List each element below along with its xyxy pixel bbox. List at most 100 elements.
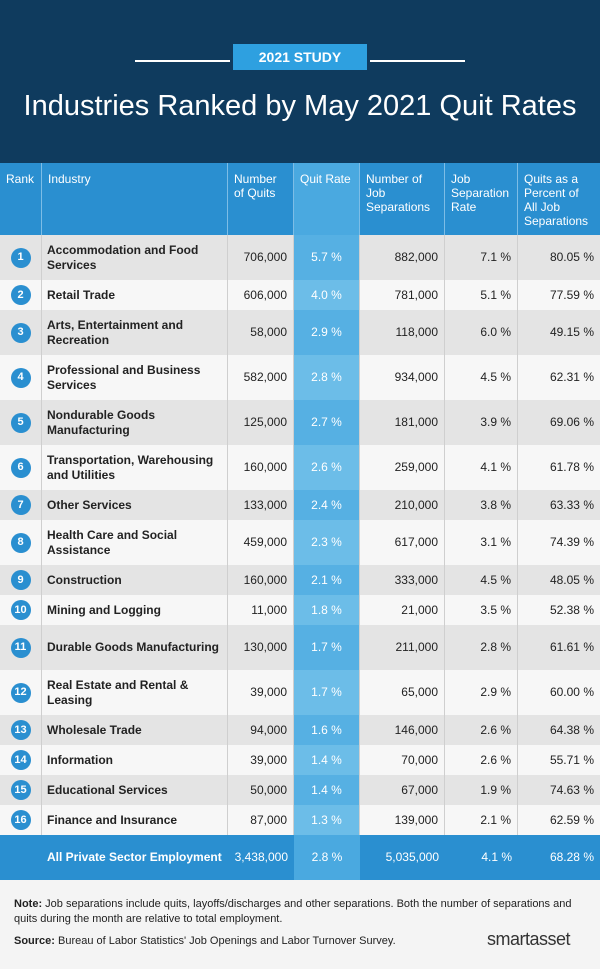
value: 210,000 — [360, 490, 445, 520]
value: 87,000 — [228, 805, 294, 835]
column-header: Number of Quits — [228, 163, 294, 235]
value: 259,000 — [360, 445, 445, 490]
rank: 5 — [10, 412, 31, 433]
value: 61.61 % — [518, 625, 600, 670]
value: 146,000 — [360, 715, 445, 745]
rank-cell: 14 — [0, 745, 42, 775]
source-label: Source: — [14, 935, 55, 947]
value: 50,000 — [228, 775, 294, 805]
header: 2021 STUDY Industries Ranked by May 2021… — [0, 0, 600, 163]
value: 60.00 % — [518, 670, 600, 715]
value: 2.8 % — [445, 625, 518, 670]
rank-cell: 15 — [0, 775, 42, 805]
industry: Information — [42, 745, 228, 775]
total-label: All Private Sector Employment — [42, 835, 228, 880]
rank: 11 — [10, 637, 31, 658]
total-rank — [0, 835, 42, 880]
rank: 2 — [10, 285, 31, 305]
industry: Retail Trade — [42, 280, 228, 310]
rank-cell: 6 — [0, 445, 42, 490]
rank: 4 — [10, 367, 31, 388]
rank: 13 — [10, 720, 31, 740]
value: 48.05 % — [518, 565, 600, 595]
value: 21,000 — [360, 595, 445, 625]
column-header: Quits as a Percent of All Job Separation… — [518, 163, 600, 235]
value: 2.6 % — [294, 445, 360, 490]
value: 3.1 % — [445, 520, 518, 565]
value: 63.33 % — [518, 490, 600, 520]
value: 1.6 % — [294, 715, 360, 745]
value: 2.1 % — [445, 805, 518, 835]
rank: 10 — [10, 600, 31, 620]
value: 125,000 — [228, 400, 294, 445]
column-header: Industry — [42, 163, 228, 235]
value: 52.38 % — [518, 595, 600, 625]
value: 934,000 — [360, 355, 445, 400]
rank-cell: 11 — [0, 625, 42, 670]
value: 181,000 — [360, 400, 445, 445]
note-text: Job separations include quits, layoffs/d… — [14, 898, 572, 925]
value: 5.1 % — [445, 280, 518, 310]
value: 133,000 — [228, 490, 294, 520]
industry: Health Care and Social Assistance — [42, 520, 228, 565]
value: 3.5 % — [445, 595, 518, 625]
rank-cell: 3 — [0, 310, 42, 355]
value: 2.9 % — [445, 670, 518, 715]
value: 77.59 % — [518, 280, 600, 310]
value: 6.0 % — [445, 310, 518, 355]
value: 65,000 — [360, 670, 445, 715]
value: 582,000 — [228, 355, 294, 400]
total-value: 3,438,000 — [228, 835, 294, 880]
value: 2.6 % — [445, 745, 518, 775]
industry: Nondurable Goods Manufacturing — [42, 400, 228, 445]
industry: Mining and Logging — [42, 595, 228, 625]
value: 4.5 % — [445, 565, 518, 595]
value: 69.06 % — [518, 400, 600, 445]
value: 1.4 % — [294, 775, 360, 805]
value: 2.1 % — [294, 565, 360, 595]
rank-cell: 16 — [0, 805, 42, 835]
value: 94,000 — [228, 715, 294, 745]
value: 3.8 % — [445, 490, 518, 520]
total-value: 2.8 % — [294, 835, 360, 880]
rank: 6 — [10, 457, 31, 478]
source-text: Bureau of Labor Statistics' Job Openings… — [58, 935, 396, 947]
value: 2.8 % — [294, 355, 360, 400]
rank-cell: 1 — [0, 235, 42, 280]
value: 3.9 % — [445, 400, 518, 445]
total-value: 4.1 % — [445, 835, 518, 880]
value: 39,000 — [228, 670, 294, 715]
industry: Arts, Entertainment and Recreation — [42, 310, 228, 355]
value: 1.4 % — [294, 745, 360, 775]
title: Industries Ranked by May 2021 Quit Rates — [23, 90, 577, 122]
value: 1.7 % — [294, 625, 360, 670]
value: 61.78 % — [518, 445, 600, 490]
rank: 16 — [10, 810, 31, 830]
value: 459,000 — [228, 520, 294, 565]
column-header: Number of Job Separations — [360, 163, 445, 235]
logo: smartasset — [486, 929, 571, 949]
value: 781,000 — [360, 280, 445, 310]
value: 2.9 % — [294, 310, 360, 355]
value: 4.5 % — [445, 355, 518, 400]
value: 130,000 — [228, 625, 294, 670]
rank: 1 — [10, 247, 31, 268]
industry: Professional and Business Services — [42, 355, 228, 400]
value: 1.8 % — [294, 595, 360, 625]
value: 58,000 — [228, 310, 294, 355]
rank-cell: 9 — [0, 565, 42, 595]
rank: 15 — [10, 780, 31, 800]
value: 74.63 % — [518, 775, 600, 805]
rank-cell: 2 — [0, 280, 42, 310]
value: 80.05 % — [518, 235, 600, 280]
value: 2.7 % — [294, 400, 360, 445]
rank-cell: 7 — [0, 490, 42, 520]
value: 1.9 % — [445, 775, 518, 805]
value: 4.1 % — [445, 445, 518, 490]
value: 160,000 — [228, 565, 294, 595]
column-header: Quit Rate — [294, 163, 360, 235]
industry: Wholesale Trade — [42, 715, 228, 745]
value: 617,000 — [360, 520, 445, 565]
rank: 7 — [10, 495, 31, 515]
industry: Transportation, Warehousing and Utilitie… — [42, 445, 228, 490]
